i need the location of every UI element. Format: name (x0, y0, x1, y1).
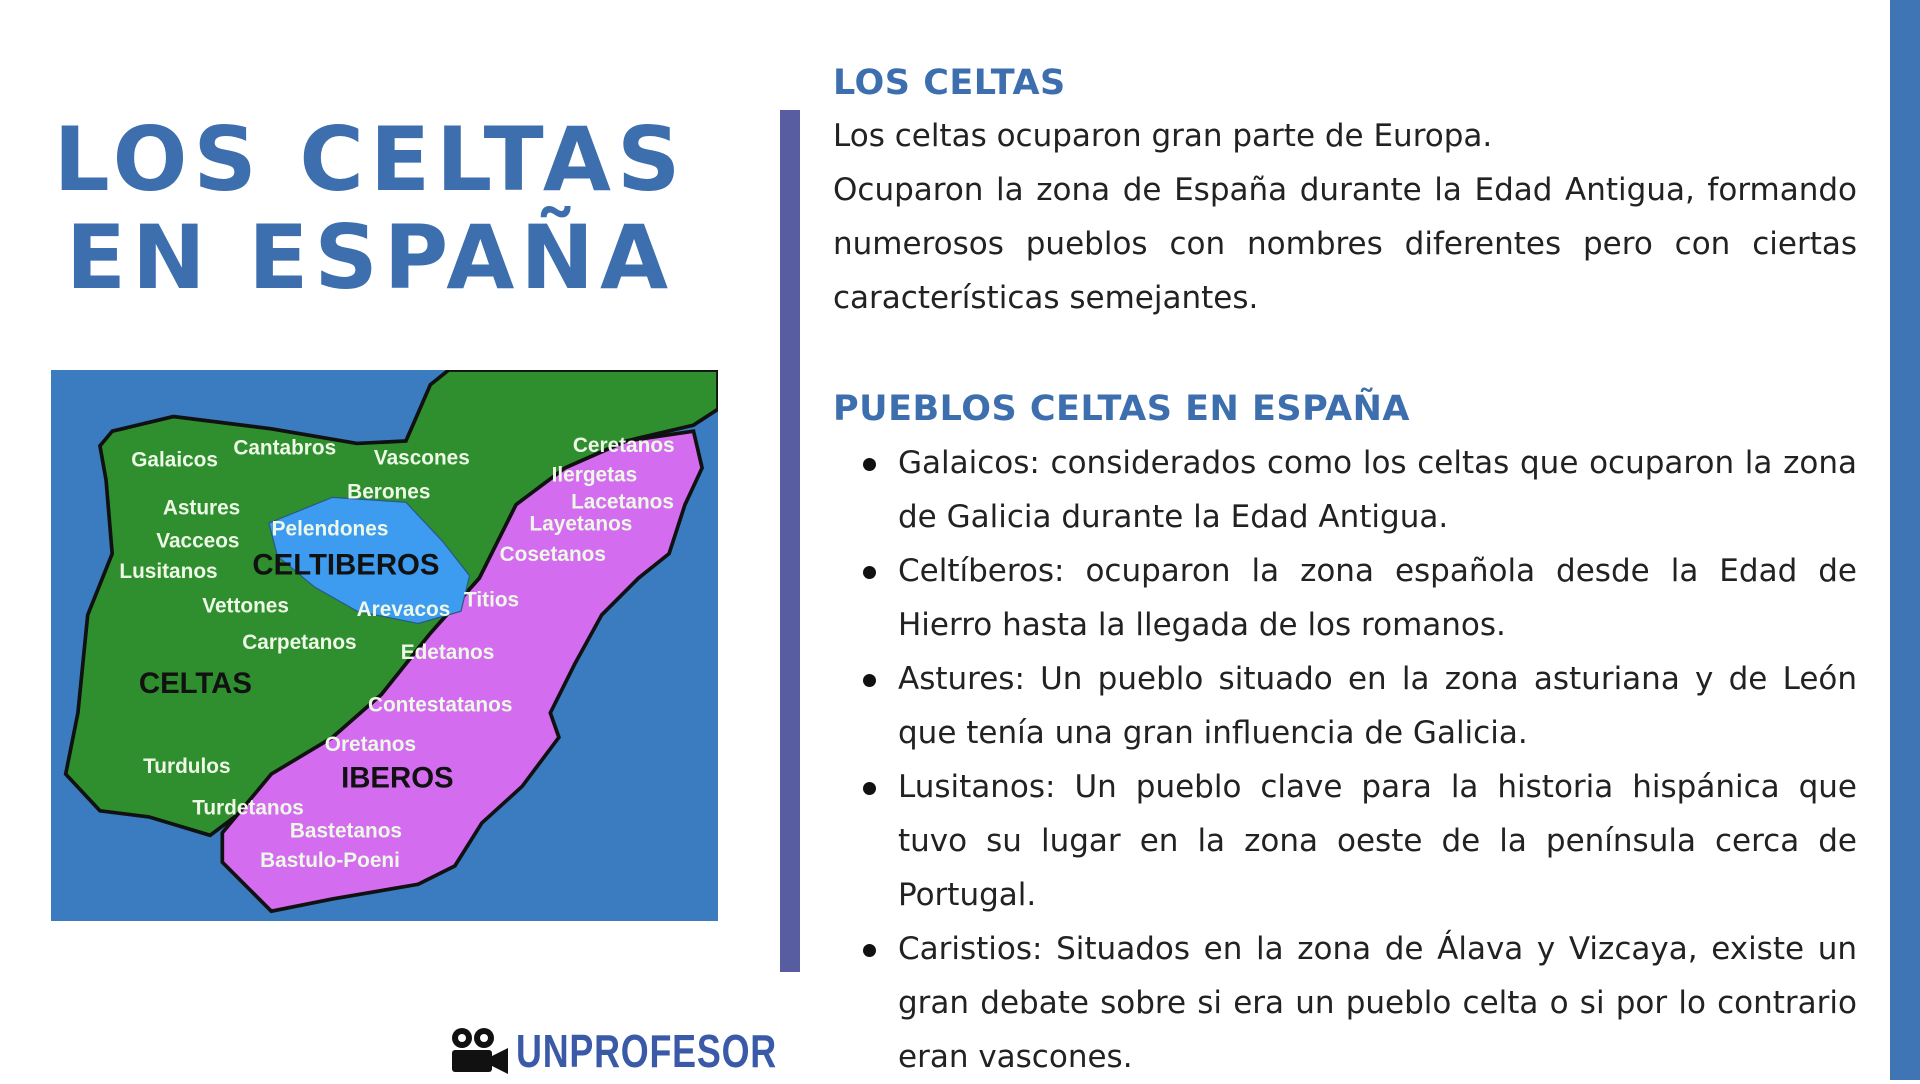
map-region-celtiberos (268, 496, 471, 625)
map-region-iberos (220, 429, 705, 914)
list-item: Caristios: Situados en la zona de Álava … (833, 922, 1857, 1084)
bullet-icon (863, 944, 876, 957)
bullet-icon (863, 566, 876, 579)
bullet-icon (863, 674, 876, 687)
map-label: Vettones (202, 594, 289, 617)
page-title-line-1: LOS CELTAS (53, 108, 687, 211)
intro-paragraph: Ocuparon la zona de España durante la Ed… (833, 172, 1857, 316)
map-label: Oretanos (325, 733, 416, 756)
map-label: Contestatanos (368, 694, 512, 717)
map-label: CELTAS (139, 667, 252, 700)
map-label: Lusitanos (119, 560, 217, 583)
section-heading-los-celtas: LOS CELTAS (833, 63, 1066, 103)
logo-text: UNPROFESOR (516, 1025, 777, 1077)
list-item: Astures: Un pueblo situado en la zona as… (833, 652, 1857, 760)
map-label: Bastulo-Poeni (260, 849, 400, 872)
map-label: Vacceos (156, 530, 239, 553)
edge-bar (1890, 0, 1920, 1080)
map-label: Turdulos (143, 755, 230, 778)
map-label: Pelendones (272, 517, 389, 540)
map-label: Lacetanos (571, 490, 674, 513)
map-label: Astures (163, 496, 240, 519)
map-label: Layetanos (530, 512, 633, 535)
vertical-divider (780, 110, 800, 972)
map-label: Turdetanos (192, 796, 304, 819)
map-label: Bastetanos (290, 820, 402, 843)
bullet-icon (863, 458, 876, 471)
page-title-line-2: EN ESPAÑA (65, 206, 675, 309)
list-item: Lusitanos: Un pueblo clave para la histo… (833, 760, 1857, 922)
map-label: Titios (464, 588, 519, 611)
section-heading-pueblos: PUEBLOS CELTAS EN ESPAÑA (833, 389, 1411, 429)
intro-line: Los celtas ocuparon gran parte de Europa… (833, 118, 1493, 154)
pueblos-list: Galaicos: considerados como los celtas q… (833, 436, 1857, 1084)
map-label: CELTIBEROS (252, 548, 439, 581)
map-label: Ceretanos (573, 434, 675, 457)
bullet-icon (863, 782, 876, 795)
map-label: Ilergetas (552, 463, 638, 486)
list-item: Celtíberos: ocuparon la zona española de… (833, 544, 1857, 652)
map-label: Berones (347, 481, 430, 504)
map-celtic-peoples-spain: Galaicos Cantabros Vascones Berones Astures P… (51, 370, 718, 921)
map-label: Cosetanos (500, 543, 606, 566)
map-label: Edetanos (401, 641, 495, 664)
map-label: IBEROS (341, 762, 454, 795)
map-label: Vascones (374, 446, 470, 469)
film-camera-icon (452, 1028, 508, 1074)
intro-text: Los celtas ocuparon gran parte de Europa… (833, 109, 1857, 325)
list-item: Galaicos: considerados como los celtas q… (833, 436, 1857, 544)
unprofesor-logo: UNPROFESOR (448, 1022, 851, 1080)
map-label: Carpetanos (242, 631, 356, 654)
map-label: Cantabros (233, 436, 336, 459)
map-label: Galaicos (131, 449, 218, 472)
map-label: Arevacos (357, 598, 451, 621)
